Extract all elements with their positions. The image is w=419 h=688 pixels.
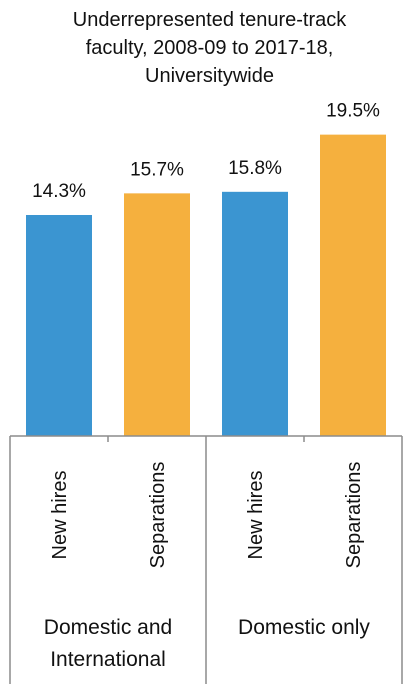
group-label-1-line-1: Domestic and [44,616,172,639]
chart-title-line-1: Underrepresented tenure-track [72,9,347,31]
group-label-2-line-1: Domestic only [238,616,370,639]
chart-title: Underrepresented tenure-track faculty, 2… [0,6,419,90]
group-label-1-line-2: International [50,648,166,671]
category-label-3: New hires [245,471,267,560]
category-label-2: Separations [147,462,169,569]
category-label-1: New hires [49,471,71,560]
data-label-1: 14.3% [32,181,86,202]
bar-2 [124,193,190,436]
bar-1 [26,215,92,436]
data-label-2: 15.7% [130,159,184,180]
chart-title-line-2: faculty, 2008-09 to 2017-18, [85,37,334,59]
bar-3 [222,191,288,436]
category-label-4: Separations [343,462,365,569]
data-label-3: 15.8% [228,158,282,179]
data-label-4: 19.5% [326,101,380,122]
chart-title-line-3: Universitywide [145,65,274,87]
bar-4 [320,134,386,437]
